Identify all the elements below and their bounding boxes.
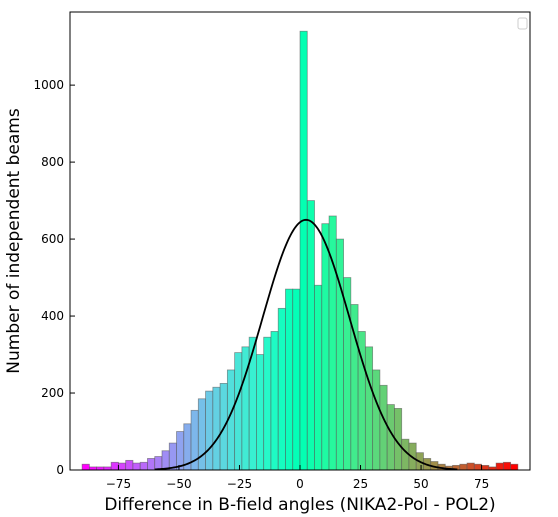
histogram-bar: [314, 284, 323, 471]
x-tick-label: 75: [474, 477, 489, 491]
histogram-bar: [473, 463, 482, 471]
histogram-bar: [125, 459, 134, 471]
histogram-bar: [168, 442, 177, 471]
histogram-bar: [285, 288, 294, 471]
histogram-bar: [379, 384, 388, 471]
histogram-bar: [510, 463, 519, 471]
histogram-bar: [197, 398, 206, 471]
histogram-bar: [205, 390, 214, 471]
y-tick-label: 200: [41, 386, 64, 400]
histogram-bar: [502, 461, 512, 471]
histogram-bar: [132, 462, 141, 471]
histogram-bar: [364, 346, 374, 471]
histogram-bar: [81, 463, 90, 471]
histogram-bar: [292, 288, 301, 471]
x-tick-label: −75: [106, 477, 131, 491]
histogram-bar: [176, 431, 185, 471]
x-tick-label: −25: [227, 477, 252, 491]
y-tick-label: 0: [56, 463, 64, 477]
gaussian-fit-curve: [154, 218, 458, 471]
histogram-bar: [118, 462, 127, 471]
x-axis-ticks: −75 −50 −25 0 25 50 75: [106, 465, 489, 491]
histogram-bar: [139, 461, 148, 471]
histogram-bars: [81, 30, 519, 471]
y-tick-label: 800: [41, 155, 64, 169]
histogram-bar: [212, 386, 221, 471]
histogram-bar: [372, 369, 381, 471]
histogram-bar: [343, 277, 352, 471]
histogram-bar: [459, 463, 468, 471]
y-axis-ticks: 0 200 400 600 800 1000: [33, 78, 75, 477]
x-tick-label: 50: [413, 477, 428, 491]
histogram-bar: [147, 458, 156, 471]
histogram-bar: [481, 464, 490, 471]
legend-box: [517, 17, 528, 30]
histogram-bar: [495, 462, 504, 471]
histogram-bar: [306, 200, 315, 471]
histogram-bar: [263, 336, 272, 471]
histogram-bar: [277, 307, 286, 471]
x-axis-label: Difference in B-field angles (NIKA2-Pol …: [104, 495, 495, 515]
x-tick-label: −50: [166, 477, 191, 491]
histogram-bar: [161, 450, 170, 471]
histogram-bar: [154, 456, 163, 471]
x-tick-label: 25: [353, 477, 368, 491]
y-axis-label: Number of independent beams: [4, 108, 24, 374]
histogram-bar: [466, 462, 475, 471]
histogram-bar: [110, 461, 119, 471]
x-tick-label: 0: [296, 477, 304, 491]
histogram-bar: [270, 331, 279, 471]
y-tick-label: 1000: [33, 78, 64, 92]
histogram-bar: [299, 30, 308, 471]
y-tick-label: 600: [41, 232, 64, 246]
y-tick-label: 400: [41, 309, 64, 323]
histogram-bar: [335, 238, 344, 471]
histogram-bar: [321, 223, 330, 471]
histogram-bar: [234, 352, 243, 471]
histogram-bar: [256, 354, 265, 471]
